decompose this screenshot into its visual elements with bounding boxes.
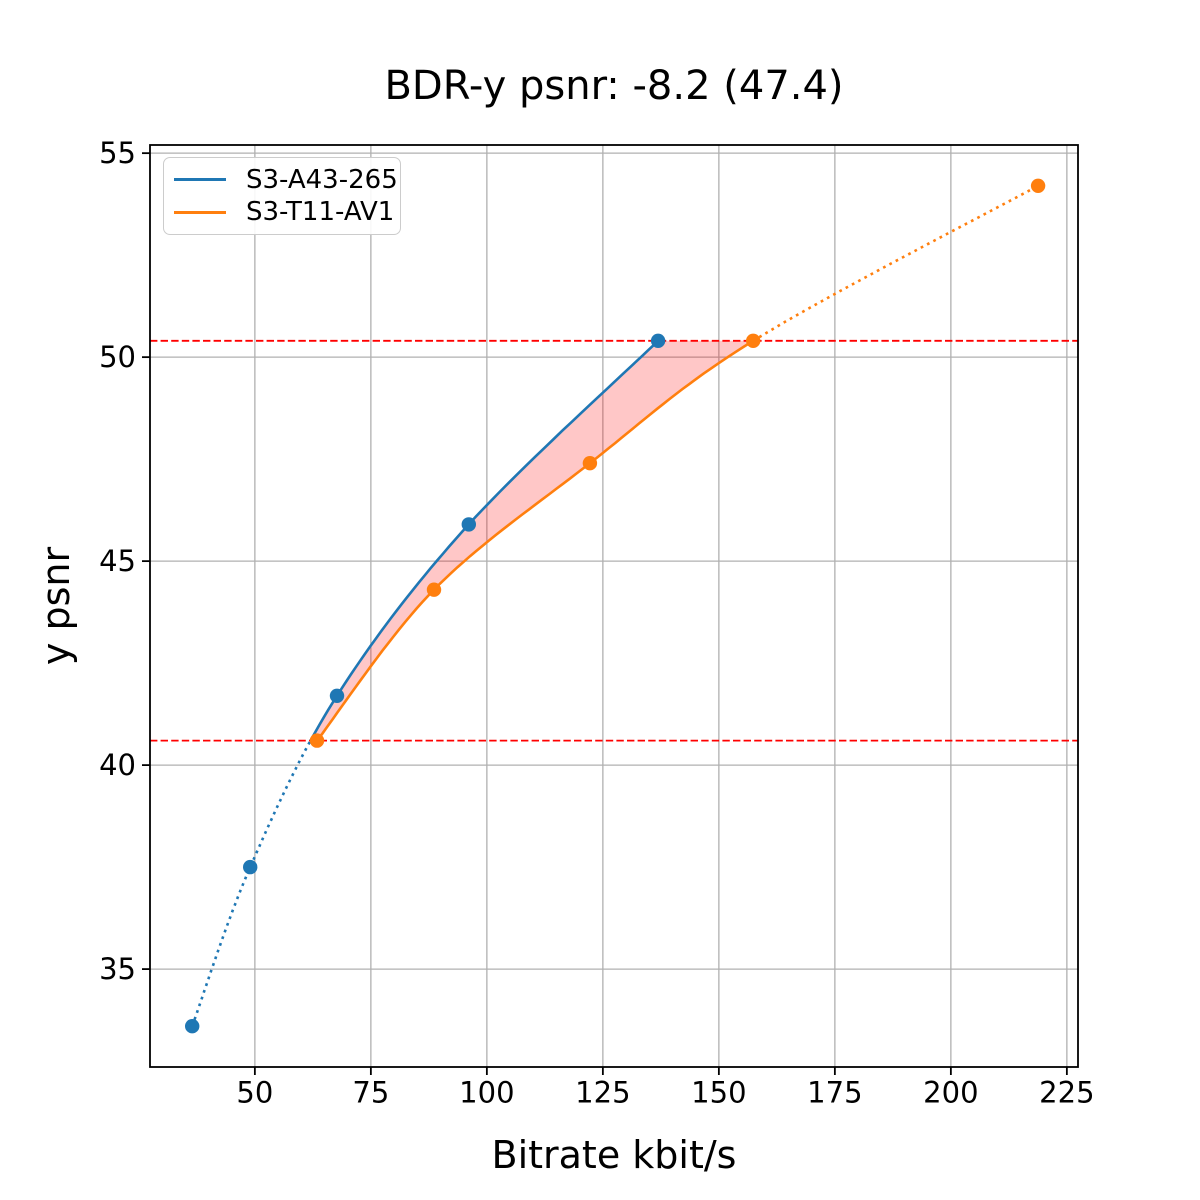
x-tick-label-100: 100: [459, 1076, 514, 1110]
x-tick-label-75: 75: [352, 1076, 389, 1110]
legend-box: S3-A43-265 S3-T11-AV1: [163, 157, 401, 235]
series-0-curve-solid: [309, 339, 660, 742]
legend-item-0: S3-A43-265: [174, 165, 400, 195]
x-tick-label-125: 125: [575, 1076, 630, 1110]
x-tick-label-175: 175: [807, 1076, 862, 1110]
data-point-series0-1: [243, 859, 258, 875]
legend-line-swatch-orange: [174, 210, 226, 214]
y-tick-label-55: 55: [99, 136, 136, 170]
data-point-series1-0: [309, 733, 325, 748]
y-axis-label: y psnr: [34, 546, 78, 666]
legend-label-0: S3-A43-265: [246, 164, 398, 195]
x-tick-label-200: 200: [923, 1076, 978, 1110]
series-1-curve-solid: [315, 339, 754, 742]
data-point-series1-3: [746, 333, 761, 348]
y-tick-label-50: 50: [99, 340, 136, 374]
x-tick-label-225: 225: [1039, 1076, 1094, 1110]
x-tick-label-150: 150: [691, 1076, 746, 1110]
axes-spines: [149, 144, 1079, 1068]
x-axis-label: Bitrate kbit/s: [491, 1133, 737, 1177]
y-tick-label-35: 35: [99, 952, 136, 986]
x-tick-label-50: 50: [236, 1076, 273, 1110]
y-tick-label-40: 40: [99, 748, 136, 782]
data-point-series0-3: [461, 517, 476, 532]
series-1-curve-dotted: [752, 184, 1039, 342]
legend-label-1: S3-T11-AV1: [246, 197, 395, 228]
series-0-curve-dotted: [190, 739, 312, 1027]
bd-overlap-shaded-region: [310, 340, 754, 741]
data-point-series0-2: [329, 688, 345, 703]
data-point-series0-0: [185, 1018, 200, 1034]
data-point-series1-2: [582, 456, 598, 471]
data-point-series1-4: [1030, 178, 1046, 193]
legend-item-1: S3-T11-AV1: [174, 197, 400, 227]
y-tick-label-45: 45: [99, 544, 136, 578]
data-point-series0-4: [650, 333, 666, 348]
data-point-series1-1: [426, 582, 442, 597]
legend-line-swatch-blue: [174, 178, 226, 182]
chart-title: BDR-y psnr: -8.2 (47.4): [384, 63, 844, 109]
